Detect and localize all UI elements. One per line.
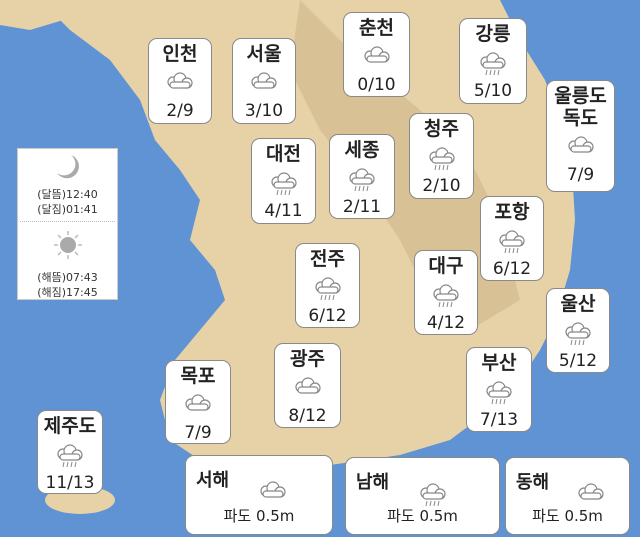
city-forecast-card: 청주 2/10 — [409, 113, 474, 199]
rain-cloud-icon — [57, 444, 83, 468]
temperature-range: 2/10 — [422, 176, 461, 196]
north-land — [0, 0, 160, 30]
sea-name: 서해 — [196, 470, 230, 491]
sunset-time: (해짐)17:45 — [37, 286, 98, 299]
temperature-range: 7/13 — [479, 410, 519, 430]
sea-name: 남해 — [356, 472, 390, 493]
city-forecast-card: 강릉 5/10 — [459, 18, 527, 104]
rain-cloud-icon — [565, 322, 591, 346]
city-forecast-card: 전주 6/12 — [295, 243, 360, 328]
city-name: 대구 — [428, 255, 464, 277]
city-name: 청주 — [424, 118, 459, 140]
temperature-range: 11/13 — [45, 473, 95, 493]
city-name: 목포 — [180, 365, 216, 387]
cloud-icon — [251, 72, 277, 89]
city-forecast-card: 목포 7/9 — [165, 360, 231, 444]
city-name: 춘천 — [359, 17, 394, 39]
moonset-time: (달짐)01:41 — [37, 203, 98, 216]
temperature-range: 0/10 — [357, 75, 396, 95]
wave-height: 파도 0.5m — [223, 507, 295, 525]
city-name: 울산 — [560, 293, 596, 315]
temperature-range: 2/9 — [166, 101, 194, 121]
city-forecast-card: 세종 2/11 — [329, 134, 395, 219]
city-forecast-card: 대전 4/11 — [251, 138, 316, 224]
city-forecast-card: 울산 5/12 — [546, 288, 610, 373]
temperature-range: 6/12 — [492, 259, 532, 279]
temperature-range: 5/10 — [473, 81, 513, 101]
temperature-range: 4/12 — [426, 313, 466, 333]
city-forecast-card: 포항 6/12 — [480, 196, 544, 281]
city-forecast-card: 인천 2/9 — [148, 38, 212, 124]
sun-icon — [53, 231, 82, 259]
sunrise-time: (해뜸)07:43 — [37, 271, 98, 284]
cloud-icon — [260, 481, 286, 498]
city-name: 부산 — [481, 352, 517, 374]
city-forecast-card: 부산 7/13 — [466, 347, 532, 432]
rain-cloud-icon — [270, 172, 297, 196]
city-name: 인천 — [162, 43, 198, 65]
city-forecast-card: 서울 3/10 — [232, 38, 296, 124]
city-forecast-card: 울릉도 독도 7/9 — [546, 80, 615, 192]
moonrise-time: (달뜸)12:40 — [37, 188, 98, 201]
rain-cloud-icon — [349, 168, 375, 192]
temperature-range: 3/10 — [244, 101, 284, 121]
temperature-range: 7/9 — [184, 423, 212, 443]
rain-cloud-icon — [420, 483, 446, 507]
city-name: 포항 — [494, 201, 530, 223]
cloud-icon — [185, 394, 211, 411]
cloud-icon — [578, 483, 604, 500]
moon-sun-panel: (달뜸)12:40 (달짐)01:41 (해뜸)07:43 (해짐)17:45 — [17, 148, 118, 300]
rain-cloud-icon — [480, 52, 506, 76]
city-forecast-card: 제주도 11/13 — [37, 410, 103, 494]
rain-cloud-icon — [486, 381, 512, 405]
city-forecast-card: 광주 8/12 — [274, 343, 341, 428]
city-name: 강릉 — [475, 23, 511, 45]
rain-cloud-icon — [433, 284, 459, 308]
temperature-range: 6/12 — [308, 306, 347, 326]
city-forecast-card: 대구 4/12 — [414, 250, 478, 335]
temperature-range: 8/12 — [288, 406, 327, 426]
rain-cloud-icon — [428, 147, 455, 171]
cloud-icon — [167, 72, 193, 89]
city-name: 세종 — [344, 139, 380, 161]
city-name: 울릉도 독도 — [554, 85, 607, 129]
sea-name: 동해 — [516, 472, 550, 493]
city-forecast-card: 춘천 0/10 — [343, 12, 410, 97]
city-name: 제주도 — [43, 415, 97, 437]
cloud-icon — [294, 377, 321, 394]
temperature-range: 4/11 — [264, 201, 303, 221]
cloud-icon — [363, 46, 390, 63]
temperature-range: 5/12 — [558, 351, 598, 371]
rain-cloud-icon — [314, 277, 341, 301]
wave-height: 파도 0.5m — [532, 507, 603, 525]
city-name: 대전 — [266, 143, 301, 165]
city-name: 광주 — [290, 348, 325, 370]
city-name: 서울 — [246, 43, 282, 65]
temperature-range: 2/11 — [342, 197, 382, 217]
rain-cloud-icon — [499, 230, 525, 254]
crescent-moon-icon — [56, 155, 79, 179]
temperature-range: 7/9 — [566, 165, 595, 185]
wave-height: 파도 0.5m — [387, 507, 458, 525]
city-name: 전주 — [310, 248, 345, 270]
cloud-icon — [567, 136, 594, 153]
divider — [20, 221, 115, 222]
